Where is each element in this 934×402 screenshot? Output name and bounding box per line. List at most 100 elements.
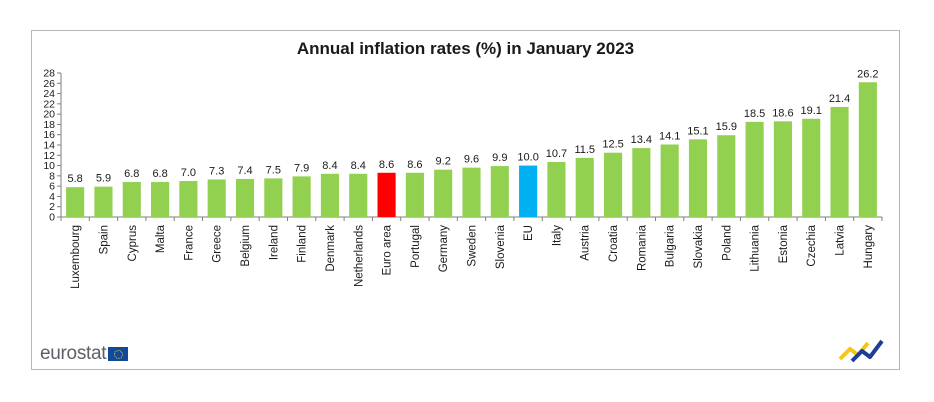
y-tick-label: 22 xyxy=(43,98,55,110)
bar xyxy=(830,106,849,217)
data-label: 10.7 xyxy=(546,148,567,160)
category-label: Germany xyxy=(438,225,450,273)
y-tick-label: 0 xyxy=(49,212,55,224)
data-label: 7.0 xyxy=(181,167,196,179)
category-label: Slovakia xyxy=(693,224,705,268)
bar xyxy=(462,167,481,217)
data-label: 11.5 xyxy=(574,144,595,156)
category-label: Finland xyxy=(297,225,309,263)
y-tick-label: 26 xyxy=(43,78,55,90)
eu-flag-icon xyxy=(108,347,129,361)
bar xyxy=(320,173,340,217)
category-label: Denmark xyxy=(325,225,337,272)
chart-frame: Annual inflation rates (%) in January 20… xyxy=(31,30,900,370)
data-label: 21.4 xyxy=(829,93,850,105)
bar xyxy=(858,82,877,217)
category-label: Bulgaria xyxy=(665,224,677,267)
data-label: 6.8 xyxy=(152,168,167,180)
y-tick-label: 20 xyxy=(43,109,55,121)
data-label: 5.9 xyxy=(96,173,111,185)
data-label: 7.3 xyxy=(209,165,224,177)
y-tick-label: 4 xyxy=(49,191,55,203)
bar xyxy=(632,148,651,217)
category-label: Luxembourg xyxy=(70,225,82,289)
bar xyxy=(66,187,85,217)
category-label: Romania xyxy=(636,224,648,271)
data-label: 8.4 xyxy=(322,160,337,172)
data-label: 10.0 xyxy=(517,152,538,164)
bar xyxy=(547,161,566,217)
bar xyxy=(434,169,453,217)
bar xyxy=(292,176,311,217)
bar xyxy=(122,182,141,217)
y-tick-label: 6 xyxy=(49,181,55,193)
bar xyxy=(660,144,679,217)
category-label: Czechia xyxy=(806,224,818,266)
data-label: 8.4 xyxy=(351,160,366,172)
category-label: Lithuania xyxy=(750,224,762,271)
bar xyxy=(94,186,113,217)
data-label: 9.6 xyxy=(464,154,479,166)
category-label: Portugal xyxy=(410,225,422,268)
data-label: 8.6 xyxy=(407,159,422,171)
data-label: 14.1 xyxy=(659,130,680,142)
data-label: 7.9 xyxy=(294,162,309,174)
bar xyxy=(264,178,283,217)
chart-title: Annual inflation rates (%) in January 20… xyxy=(296,39,635,58)
category-label: Euro area xyxy=(382,224,394,275)
data-label: 5.8 xyxy=(68,173,83,185)
category-label: Netherlands xyxy=(353,225,365,287)
eurostat-wordmark: eurostat xyxy=(40,343,107,364)
y-tick-label: 16 xyxy=(43,129,55,141)
category-label: Ireland xyxy=(268,225,280,260)
bar xyxy=(349,173,368,217)
category-label: Belgium xyxy=(240,225,252,267)
category-label: Austria xyxy=(580,224,592,260)
data-label: 7.5 xyxy=(266,164,281,176)
category-label: Italy xyxy=(551,225,563,246)
y-tick-label: 2 xyxy=(49,201,55,213)
category-label: Estonia xyxy=(778,224,790,263)
data-label: 18.6 xyxy=(772,107,793,119)
bar xyxy=(405,172,424,217)
data-label: 12.5 xyxy=(602,139,623,151)
category-label: Poland xyxy=(721,225,733,261)
y-tick-label: 10 xyxy=(43,160,55,172)
eurostat-wave-icon xyxy=(838,339,884,363)
data-label: 19.1 xyxy=(801,105,822,117)
bar xyxy=(773,121,792,217)
data-label: 15.1 xyxy=(687,125,708,137)
category-label: Croatia xyxy=(608,224,620,262)
category-label: Slovenia xyxy=(495,224,507,269)
bar xyxy=(235,178,255,217)
bar xyxy=(207,179,226,217)
bar xyxy=(575,157,594,217)
eurostat-logo: eurostat xyxy=(40,343,129,365)
data-label: 6.8 xyxy=(124,168,139,180)
bar xyxy=(688,139,708,217)
bar xyxy=(745,121,764,217)
data-label: 7.4 xyxy=(237,165,252,177)
category-label: Malta xyxy=(155,224,167,253)
data-label: 15.9 xyxy=(716,121,737,133)
data-label: 9.2 xyxy=(436,156,451,168)
data-label: 8.6 xyxy=(379,159,394,171)
data-label: 13.4 xyxy=(631,134,652,146)
bar xyxy=(490,166,509,217)
category-label: Hungary xyxy=(863,225,875,269)
y-tick-label: 14 xyxy=(43,140,55,152)
data-label: 26.2 xyxy=(857,68,878,80)
y-tick-label: 8 xyxy=(49,170,55,182)
category-label: France xyxy=(183,225,195,261)
category-label: EU xyxy=(523,225,535,241)
bar xyxy=(377,172,396,217)
category-label: Latvia xyxy=(835,224,847,255)
data-label: 9.9 xyxy=(492,152,507,164)
bar xyxy=(179,181,198,217)
bar xyxy=(717,135,736,217)
category-label: Spain xyxy=(98,225,110,254)
data-label: 18.5 xyxy=(744,108,765,120)
y-tick-label: 18 xyxy=(43,119,55,131)
bar xyxy=(519,165,538,217)
